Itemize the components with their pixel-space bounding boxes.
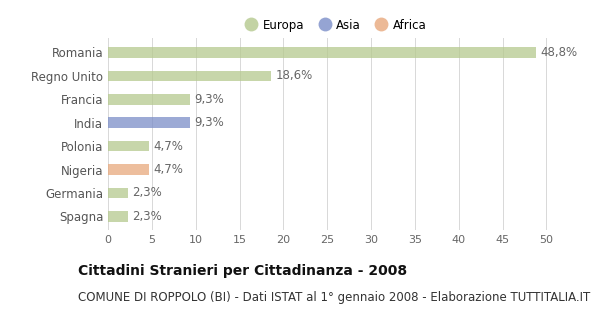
Text: 2,3%: 2,3% [133,210,163,223]
Bar [108,188,128,198]
Text: 48,8%: 48,8% [541,46,577,59]
Text: 9,3%: 9,3% [194,93,224,106]
Text: 4,7%: 4,7% [154,140,184,153]
Bar [108,94,190,105]
Bar [108,141,149,151]
Text: COMUNE DI ROPPOLO (BI) - Dati ISTAT al 1° gennaio 2008 - Elaborazione TUTTITALIA: COMUNE DI ROPPOLO (BI) - Dati ISTAT al 1… [78,291,590,304]
Bar [108,117,190,128]
Text: Cittadini Stranieri per Cittadinanza - 2008: Cittadini Stranieri per Cittadinanza - 2… [78,264,407,278]
Text: 9,3%: 9,3% [194,116,224,129]
Bar [108,211,128,222]
Bar [108,47,536,58]
Text: 2,3%: 2,3% [133,187,163,199]
Text: 4,7%: 4,7% [154,163,184,176]
Legend: Europa, Asia, Africa: Europa, Asia, Africa [242,15,430,36]
Text: 18,6%: 18,6% [275,69,313,82]
Bar [108,71,271,81]
Bar [108,164,149,175]
